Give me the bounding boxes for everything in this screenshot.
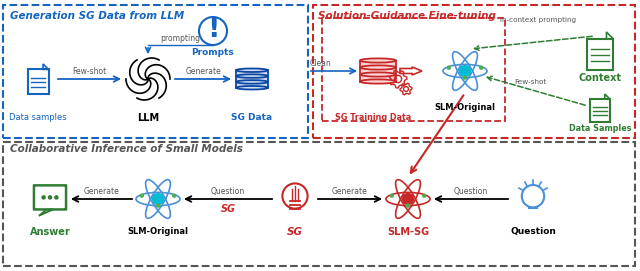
Text: Question: Question xyxy=(454,187,488,196)
Circle shape xyxy=(479,66,483,70)
Bar xyxy=(360,60,396,82)
Ellipse shape xyxy=(360,79,396,83)
Text: SLM-Original: SLM-Original xyxy=(435,103,495,112)
Text: Collaborative Inference of Small Models: Collaborative Inference of Small Models xyxy=(10,144,243,154)
Circle shape xyxy=(463,75,467,80)
Text: Context: Context xyxy=(579,73,621,83)
Text: Generate: Generate xyxy=(84,187,120,196)
Ellipse shape xyxy=(236,74,268,78)
Text: SG Data: SG Data xyxy=(232,113,273,122)
Circle shape xyxy=(402,193,414,205)
Text: SLM-SG: SLM-SG xyxy=(387,227,429,237)
Text: SG: SG xyxy=(221,204,236,214)
Circle shape xyxy=(422,193,426,198)
Circle shape xyxy=(48,195,52,200)
Text: Prompts: Prompts xyxy=(191,48,234,57)
Ellipse shape xyxy=(360,58,396,63)
Text: Answer: Answer xyxy=(29,227,70,237)
Circle shape xyxy=(172,193,177,198)
Circle shape xyxy=(54,195,59,200)
Circle shape xyxy=(447,66,451,70)
Text: SG Training Data: SG Training Data xyxy=(335,113,411,122)
Text: Solution-Guidance Fine-tuning: Solution-Guidance Fine-tuning xyxy=(318,11,496,21)
Text: Data samples: Data samples xyxy=(9,113,67,122)
Circle shape xyxy=(459,65,471,77)
Text: Few-shot: Few-shot xyxy=(72,67,107,76)
Text: Few-shot: Few-shot xyxy=(514,79,546,85)
Text: SG: SG xyxy=(287,227,303,237)
Text: Question: Question xyxy=(510,227,556,236)
Text: in-context prompting: in-context prompting xyxy=(500,17,576,23)
Circle shape xyxy=(152,193,164,205)
Text: Question: Question xyxy=(211,187,245,196)
Circle shape xyxy=(390,193,394,198)
Text: Generation SG Data from LLM: Generation SG Data from LLM xyxy=(10,11,184,21)
Text: Clean: Clean xyxy=(310,59,332,68)
Text: Data Samples: Data Samples xyxy=(569,124,631,133)
Text: prompting: prompting xyxy=(161,34,200,43)
Circle shape xyxy=(406,204,410,208)
Text: !: ! xyxy=(207,17,220,43)
Ellipse shape xyxy=(360,72,396,77)
Text: LLM: LLM xyxy=(137,113,159,123)
Text: Generate: Generate xyxy=(185,67,221,76)
Circle shape xyxy=(140,193,144,198)
Circle shape xyxy=(42,195,46,200)
Text: Generate: Generate xyxy=(332,187,368,196)
Ellipse shape xyxy=(236,86,268,89)
Ellipse shape xyxy=(236,80,268,84)
Ellipse shape xyxy=(236,69,268,72)
Ellipse shape xyxy=(360,65,396,70)
Text: SLM-Original: SLM-Original xyxy=(127,227,189,236)
Bar xyxy=(236,70,268,88)
Circle shape xyxy=(156,204,160,208)
